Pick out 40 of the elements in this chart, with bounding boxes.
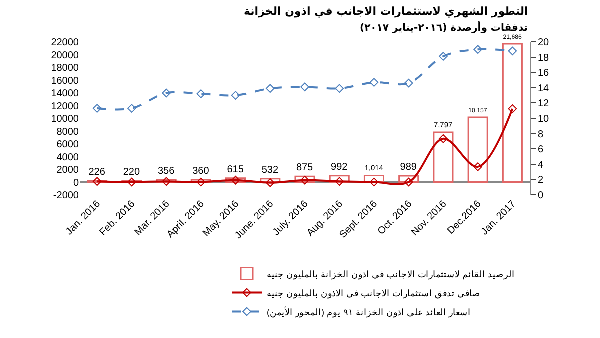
y2-tick-label: 16 <box>538 68 550 80</box>
y-tick-label: -2000 <box>53 190 80 202</box>
data-label: 989 <box>400 162 418 173</box>
legend-label: الرصيد القائم لاستثمارات الاجانب في اذون الخزانة بالمليون جنيه <box>267 269 516 280</box>
y-tick-label: 14000 <box>51 88 80 100</box>
data-label: 1,014 <box>364 164 384 173</box>
y2-tick-label: 6 <box>538 144 544 156</box>
y-tick-label: 10000 <box>51 114 80 125</box>
data-label: 615 <box>227 164 244 176</box>
y-tick-label: 18000 <box>51 63 80 74</box>
y-tick-label: 12000 <box>51 101 80 112</box>
legend-label: صافي تدفق استثمارات الاجانب في الاذون بالمليون جنيه <box>267 288 481 300</box>
y2-tick-label: 4 <box>538 160 544 171</box>
legend-label: اسعار العائد على اذون الخزانة ٩١ يوم (المحور الأيمن) <box>267 306 472 318</box>
y-tick-label: 4000 <box>56 152 80 164</box>
data-label: 532 <box>262 164 279 176</box>
data-label: 992 <box>331 162 348 173</box>
y-tick-label: 22000 <box>51 38 80 48</box>
data-label: 7,797 <box>434 120 453 130</box>
y2-tick-label: 14 <box>538 83 550 94</box>
y2-tick-label: 2 <box>538 175 544 186</box>
y-tick-label: 20000 <box>51 50 80 62</box>
y2-tick-label: 12 <box>538 98 550 110</box>
y2-tick-label: 8 <box>538 129 544 140</box>
chart-title: التطور الشهري لاستثمارات الاجانب في اذون الخزانة <box>244 5 528 18</box>
data-label: 226 <box>88 166 106 178</box>
y2-tick-label: 20 <box>538 38 550 48</box>
y-tick-label: 2000 <box>56 165 80 176</box>
y2-tick-label: 10 <box>538 114 550 125</box>
data-label: 360 <box>192 166 210 177</box>
data-label: 220 <box>123 166 140 178</box>
chart-subtitle: تدفقات وأرصدة (٢٠١٦-يناير ٢٠١٧) <box>360 21 528 34</box>
y2-tick-label: 18 <box>538 52 550 64</box>
data-label: 875 <box>296 162 314 174</box>
data-label: 356 <box>158 166 176 177</box>
y2-tick-label: 0 <box>538 190 544 202</box>
y-tick-label: 0 <box>73 178 80 189</box>
y-tick-label: 6000 <box>56 140 80 150</box>
y-tick-label: 8000 <box>56 126 80 138</box>
y-tick-label: 16000 <box>51 76 80 87</box>
